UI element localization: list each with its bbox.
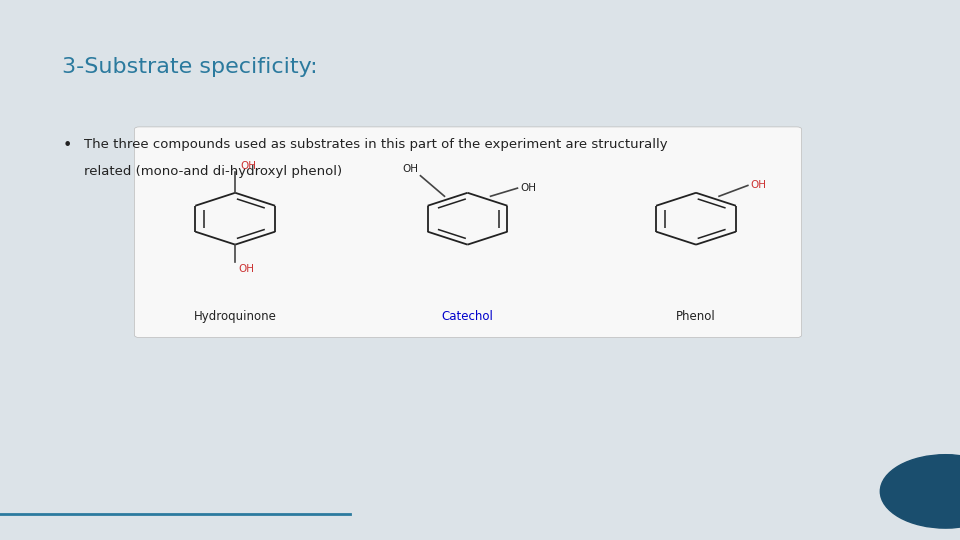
Text: OH: OH — [520, 183, 537, 193]
Text: Phenol: Phenol — [676, 310, 716, 323]
Circle shape — [880, 455, 960, 528]
Text: OH: OH — [751, 180, 767, 191]
Text: Hydroquinone: Hydroquinone — [194, 310, 276, 323]
Text: OH: OH — [402, 164, 419, 173]
Text: The three compounds used as substrates in this part of the experiment are struct: The three compounds used as substrates i… — [84, 138, 668, 151]
Text: 3-Substrate specificity:: 3-Substrate specificity: — [62, 57, 318, 77]
FancyBboxPatch shape — [134, 127, 802, 338]
Text: OH: OH — [240, 161, 256, 171]
Text: OH: OH — [238, 264, 254, 274]
Text: related (mono-and di-hydroxyl phenol): related (mono-and di-hydroxyl phenol) — [84, 165, 343, 178]
Text: •: • — [62, 138, 72, 153]
Text: Catechol: Catechol — [442, 310, 493, 323]
